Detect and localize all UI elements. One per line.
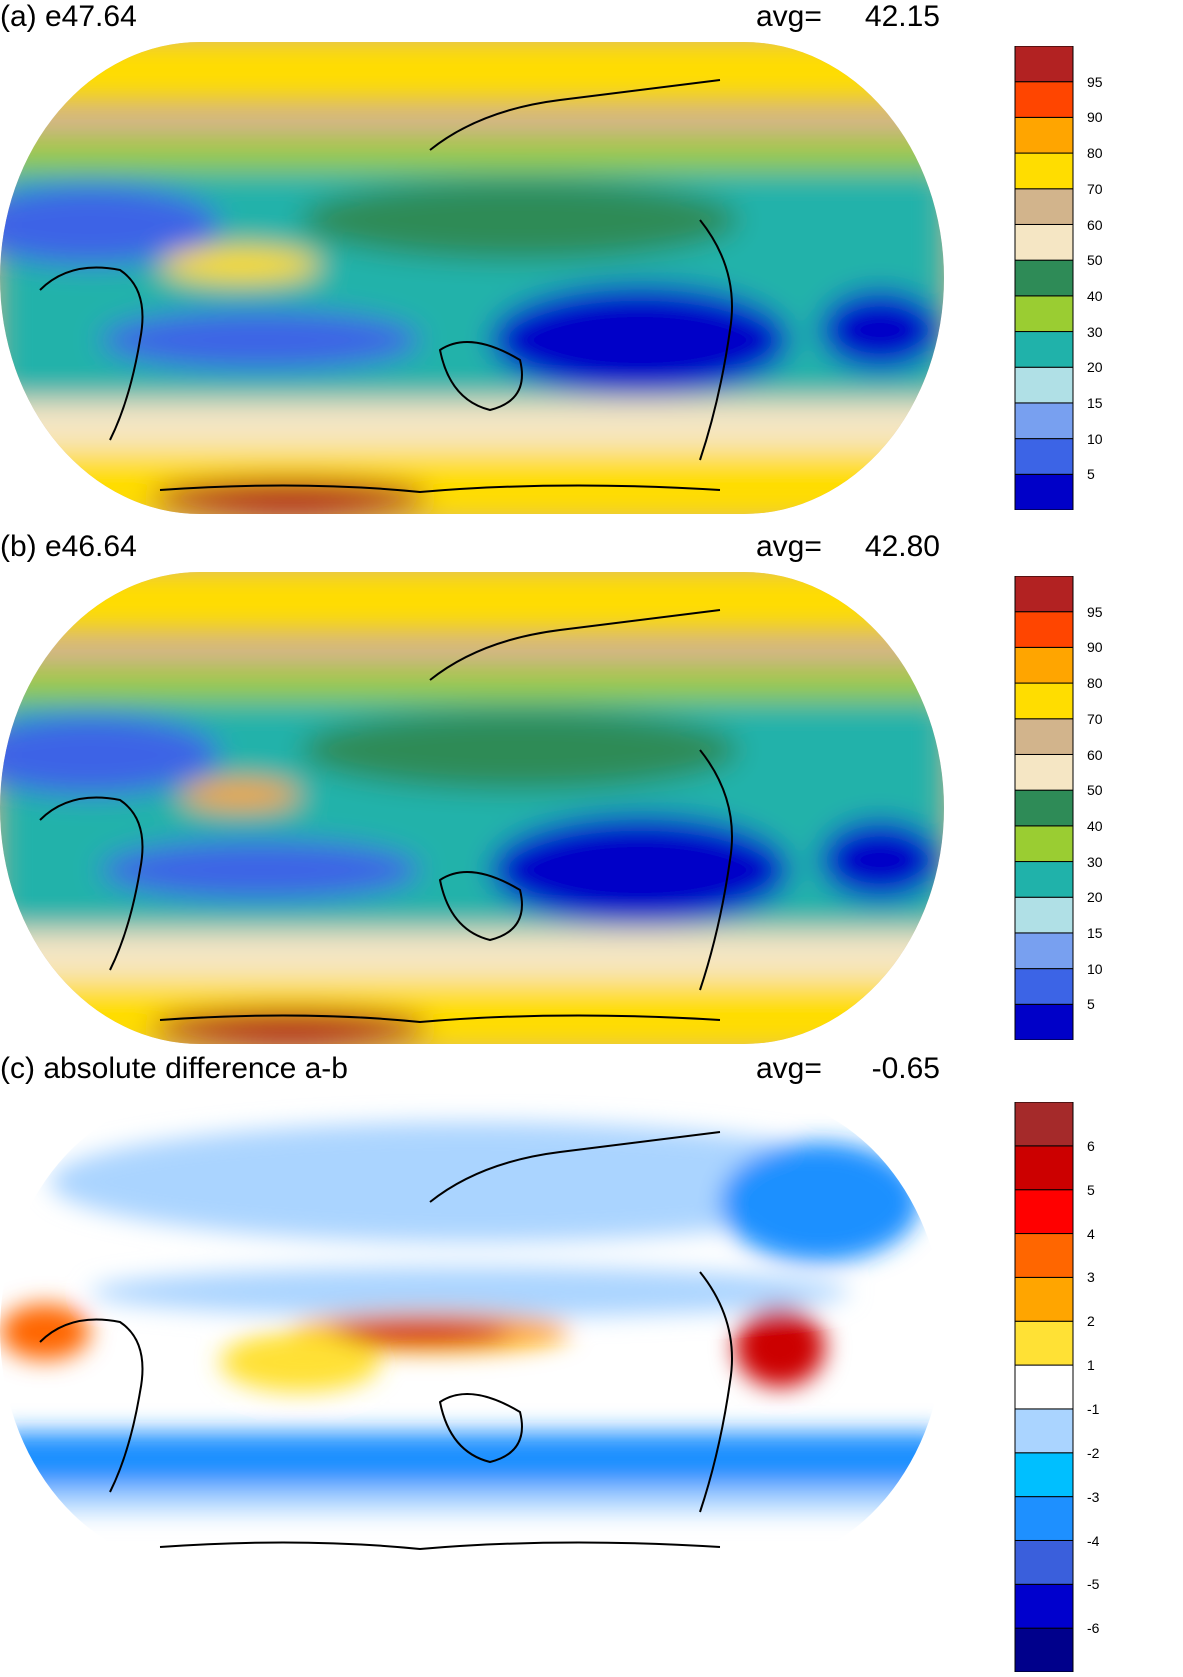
colorbar-label: -4 [1087,1532,1100,1549]
colorbar-label: -1 [1087,1400,1100,1417]
colorbar-label: 40 [1087,287,1103,304]
panel-title: (b) e46.64 [0,530,137,563]
colorbar-swatch [1014,682,1074,720]
colorbar-label: 50 [1087,782,1103,799]
colorbar-label: 5 [1087,1181,1095,1198]
colorbar-label: 60 [1087,746,1103,763]
map-a [0,42,944,514]
colorbar-label: 5 [1087,466,1095,483]
colorbar-label: -2 [1087,1444,1100,1461]
colorbar-swatch [1014,1320,1074,1366]
colorbar-label: 80 [1087,675,1103,692]
colorbar-b [1014,576,1074,1040]
colorbar-a [1014,46,1074,510]
colorbar-swatch [1014,1189,1074,1235]
colorbar-swatch [1014,646,1074,684]
colorbar-label: -6 [1087,1620,1100,1637]
colorbar-swatch [1014,402,1074,440]
avg-label: avg= [756,1052,822,1085]
colorbar-swatch [1014,968,1074,1005]
colorbar-swatch [1014,152,1074,190]
colorbar-swatch [1014,825,1074,863]
panel-title: (c) absolute difference a-b [0,1052,348,1085]
colorbar-swatch [1014,1276,1074,1322]
colorbar-label: 30 [1087,853,1103,870]
panel-a: (a) e47.64 avg= 42.15 [0,0,1183,520]
colorbar-swatch [1014,46,1074,83]
colorbar-swatch [1014,259,1074,297]
colorbar-label: 95 [1087,73,1103,90]
colorbar-swatch [1014,896,1074,934]
colorbar-swatch [1014,331,1074,368]
colorbar-label: 10 [1087,430,1103,447]
colorbar-swatch [1014,861,1074,898]
map-b [0,572,944,1044]
avg-label: avg= [756,0,822,33]
map-c [0,1094,944,1568]
colorbar-label: 20 [1087,359,1103,376]
panel-title: (a) e47.64 [0,0,137,33]
colorbar-swatch [1014,1102,1074,1147]
colorbar-label: 4 [1087,1225,1095,1242]
colorbar-swatch [1014,366,1074,404]
colorbar-swatch [1014,188,1074,225]
colorbar-label: 40 [1087,817,1103,834]
colorbar-label: 70 [1087,180,1103,197]
colorbar-label: 30 [1087,323,1103,340]
colorbar-swatch [1014,611,1074,648]
avg-value: -0.65 [871,1052,940,1085]
panel-average: avg= -0.65 [756,1052,940,1086]
colorbar-swatch [1014,1496,1074,1541]
colorbar-swatch [1014,473,1074,510]
colorbar-swatch [1014,718,1074,755]
colorbar-swatch [1014,1003,1074,1040]
colorbar-swatch [1014,295,1074,333]
colorbar-label: -5 [1087,1576,1100,1593]
avg-label: avg= [756,530,822,563]
colorbar-swatch [1014,116,1074,154]
colorbar-swatch [1014,1364,1074,1410]
colorbar-swatch [1014,1145,1074,1191]
colorbar-swatch [1014,1627,1074,1672]
colorbar-swatch [1014,1452,1074,1498]
avg-value: 42.15 [864,0,940,33]
colorbar-label: 2 [1087,1313,1095,1330]
colorbar-label: 15 [1087,394,1103,411]
colorbar-label: 90 [1087,639,1103,656]
colorbar-swatch [1014,1583,1074,1629]
colorbar-swatch [1014,789,1074,827]
colorbar-label: 50 [1087,252,1103,269]
colorbar-swatch [1014,576,1074,613]
colorbar-label: -3 [1087,1488,1100,1505]
colorbar-swatch [1014,1408,1074,1454]
colorbar-swatch [1014,438,1074,475]
panel-average: avg= 42.80 [756,530,940,564]
panel-c: (c) absolute difference a-b avg= -0.65 [0,1052,1183,1672]
colorbar-label: 20 [1087,889,1103,906]
colorbar-swatch [1014,932,1074,970]
panel-average: avg= 42.15 [756,0,940,34]
colorbar-label: 70 [1087,710,1103,727]
colorbar-label: 1 [1087,1357,1095,1374]
colorbar-swatch [1014,1233,1074,1278]
colorbar-label: 90 [1087,109,1103,126]
colorbar-c [1014,1102,1074,1672]
colorbar-label: 5 [1087,996,1095,1013]
colorbar-label: 60 [1087,216,1103,233]
colorbar-label: 3 [1087,1269,1095,1286]
colorbar-swatch [1014,1539,1074,1585]
colorbar-swatch [1014,753,1074,791]
colorbar-label: 80 [1087,145,1103,162]
panel-b: (b) e46.64 avg= 42.80 [0,530,1183,1050]
colorbar-swatch [1014,81,1074,118]
colorbar-label: 10 [1087,960,1103,977]
colorbar-label: 6 [1087,1137,1095,1154]
colorbar-swatch [1014,223,1074,261]
avg-value: 42.80 [864,530,940,563]
colorbar-label: 95 [1087,603,1103,620]
colorbar-label: 15 [1087,924,1103,941]
